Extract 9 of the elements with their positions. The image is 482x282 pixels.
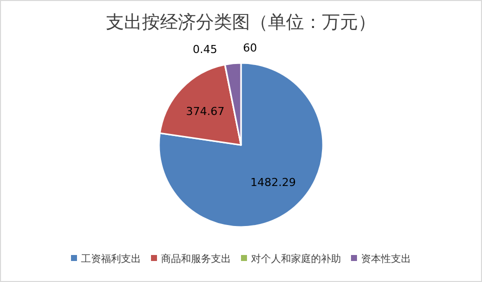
data-label: 1482.29 [250, 176, 296, 190]
legend-label: 商品和服务支出 [161, 253, 231, 265]
legend-label: 工资福利支出 [81, 253, 141, 265]
legend-label: 资本性支出 [361, 253, 411, 265]
data-label: 374.67 [186, 105, 225, 118]
data-label: 0.45 [192, 42, 218, 56]
legend-label: 对个人和家庭的补助 [251, 253, 341, 265]
chart-title: 支出按经济分类图（单位：万元） [106, 12, 376, 33]
data-label: 60 [242, 41, 257, 54]
